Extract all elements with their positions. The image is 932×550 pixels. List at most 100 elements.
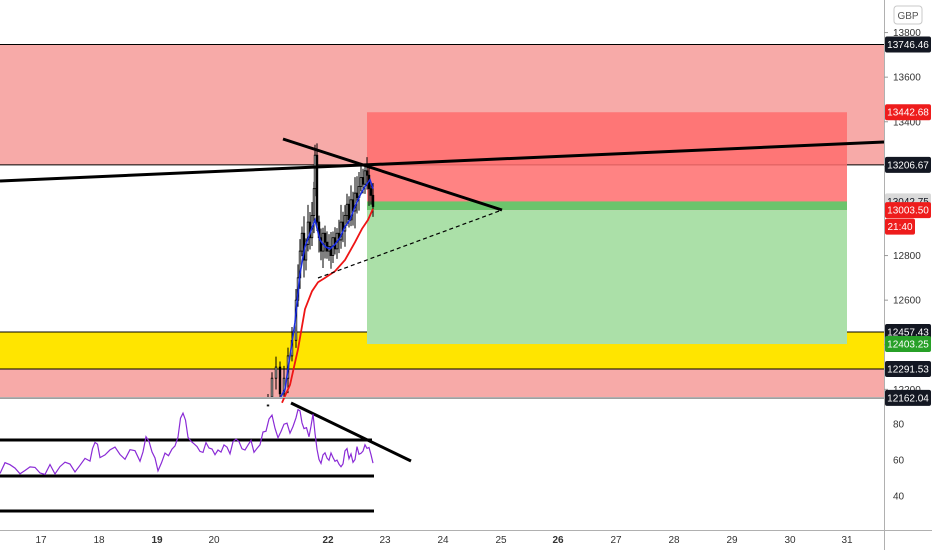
price-tick-label: 12600 bbox=[893, 296, 921, 307]
candle bbox=[359, 165, 363, 192]
price-badge-box bbox=[885, 156, 931, 173]
price-badge-label: 13442.68 bbox=[887, 108, 929, 119]
price-badge[interactable]: 12291.53 bbox=[885, 360, 931, 377]
date-tick-label: 25 bbox=[495, 535, 507, 546]
price-badge-label: 12457.43 bbox=[887, 327, 929, 338]
trend-line[interactable] bbox=[282, 137, 503, 212]
price-badge-box bbox=[885, 202, 931, 219]
price-badge[interactable]: 13746.46 bbox=[885, 36, 931, 53]
date-tick-label: 29 bbox=[726, 535, 738, 546]
currency-label: GBP bbox=[897, 11, 918, 22]
candle bbox=[266, 393, 270, 407]
date-tick-label: 17 bbox=[35, 535, 47, 546]
date-tick-label: 23 bbox=[379, 535, 391, 546]
candle-body bbox=[347, 203, 351, 221]
candle bbox=[341, 211, 345, 243]
rsi-tick-label: 40 bbox=[893, 492, 905, 503]
candle bbox=[325, 231, 329, 259]
candle bbox=[278, 361, 282, 397]
price-badge-box bbox=[885, 36, 931, 53]
demand-zone-red bbox=[0, 368, 884, 398]
candle bbox=[339, 204, 343, 249]
candle bbox=[274, 356, 278, 390]
price-badge-label: 13746.46 bbox=[887, 40, 929, 51]
candle bbox=[323, 225, 327, 259]
candle bbox=[355, 176, 359, 214]
candle-body bbox=[353, 192, 357, 212]
trend-line[interactable] bbox=[0, 140, 885, 183]
candle bbox=[345, 193, 349, 226]
candle-body bbox=[355, 192, 359, 198]
price-badge-label: 13003.50 bbox=[887, 206, 929, 217]
moving-average-line bbox=[279, 177, 374, 399]
moving-average-line bbox=[281, 208, 374, 404]
candle-body bbox=[315, 154, 319, 223]
candle bbox=[310, 201, 314, 246]
price-badge[interactable]: 13206.67 bbox=[885, 156, 931, 173]
price-badge[interactable]: 13003.50 bbox=[885, 202, 931, 219]
price-badge-label: 12403.25 bbox=[887, 340, 929, 351]
candle bbox=[315, 143, 319, 231]
price-tick-label: 13800 bbox=[893, 28, 921, 39]
price-badge-label: 12291.53 bbox=[887, 364, 929, 375]
candle bbox=[321, 227, 325, 268]
candle-body bbox=[323, 232, 327, 243]
take-profit-zone[interactable] bbox=[367, 210, 847, 345]
date-tick-label: 19 bbox=[151, 535, 163, 546]
rsi-line bbox=[0, 408, 374, 476]
rsi-trend-line[interactable] bbox=[290, 401, 412, 463]
price-badge-label: 12162.04 bbox=[887, 393, 929, 404]
trend-line-dashed[interactable] bbox=[317, 209, 503, 279]
price-badge[interactable]: 12457.43 bbox=[885, 323, 931, 340]
rsi-tick-label: 80 bbox=[893, 420, 905, 431]
candle-body bbox=[369, 188, 373, 196]
candle-body bbox=[365, 170, 369, 176]
date-tick-label: 30 bbox=[784, 535, 796, 546]
candle bbox=[369, 184, 373, 205]
price-badge-box bbox=[885, 360, 931, 377]
date-tick-label: 26 bbox=[552, 535, 564, 546]
date-tick-label: 27 bbox=[610, 535, 622, 546]
candle-body bbox=[274, 366, 278, 379]
price-badge-box bbox=[885, 323, 931, 340]
currency-box[interactable] bbox=[893, 5, 923, 25]
price-badge[interactable]: 13442.68 bbox=[885, 104, 931, 121]
price-badge-box bbox=[885, 104, 931, 121]
date-tick-label: 18 bbox=[93, 535, 105, 546]
candle-body bbox=[266, 404, 270, 407]
date-tick-label: 20 bbox=[208, 535, 220, 546]
candle-body bbox=[371, 194, 375, 207]
price-badge-box bbox=[885, 336, 931, 353]
price-badge[interactable]: 21:40 bbox=[885, 218, 915, 235]
candle bbox=[319, 228, 323, 261]
candle-body bbox=[300, 232, 304, 252]
candle-body bbox=[270, 377, 274, 398]
candle-body bbox=[363, 170, 367, 185]
candle-body bbox=[345, 203, 349, 216]
price-badge-box bbox=[885, 389, 931, 406]
price-tick-label: 13400 bbox=[893, 117, 921, 128]
candle bbox=[333, 227, 337, 255]
candle-body bbox=[361, 177, 365, 185]
candle-body bbox=[343, 215, 347, 232]
candle bbox=[363, 163, 367, 194]
price-badge-label: 13206.67 bbox=[887, 160, 929, 171]
price-tick-label: 13600 bbox=[893, 73, 921, 84]
price-badge[interactable]: 12403.25 bbox=[885, 336, 931, 353]
entry-band bbox=[367, 201, 847, 211]
date-tick-label: 31 bbox=[841, 535, 853, 546]
date-tick-label: 22 bbox=[322, 535, 334, 546]
rsi-tick-label: 60 bbox=[893, 456, 905, 467]
candle bbox=[357, 171, 361, 211]
candle bbox=[337, 219, 341, 254]
candle bbox=[353, 177, 357, 229]
price-badge-label: 21:40 bbox=[887, 222, 912, 233]
date-tick-label: 24 bbox=[437, 535, 449, 546]
price-badge[interactable]: 12162.04 bbox=[885, 389, 931, 406]
candle bbox=[306, 204, 310, 252]
candle-body bbox=[313, 154, 317, 190]
price-badge-box bbox=[885, 218, 915, 235]
candle-body bbox=[278, 366, 282, 395]
